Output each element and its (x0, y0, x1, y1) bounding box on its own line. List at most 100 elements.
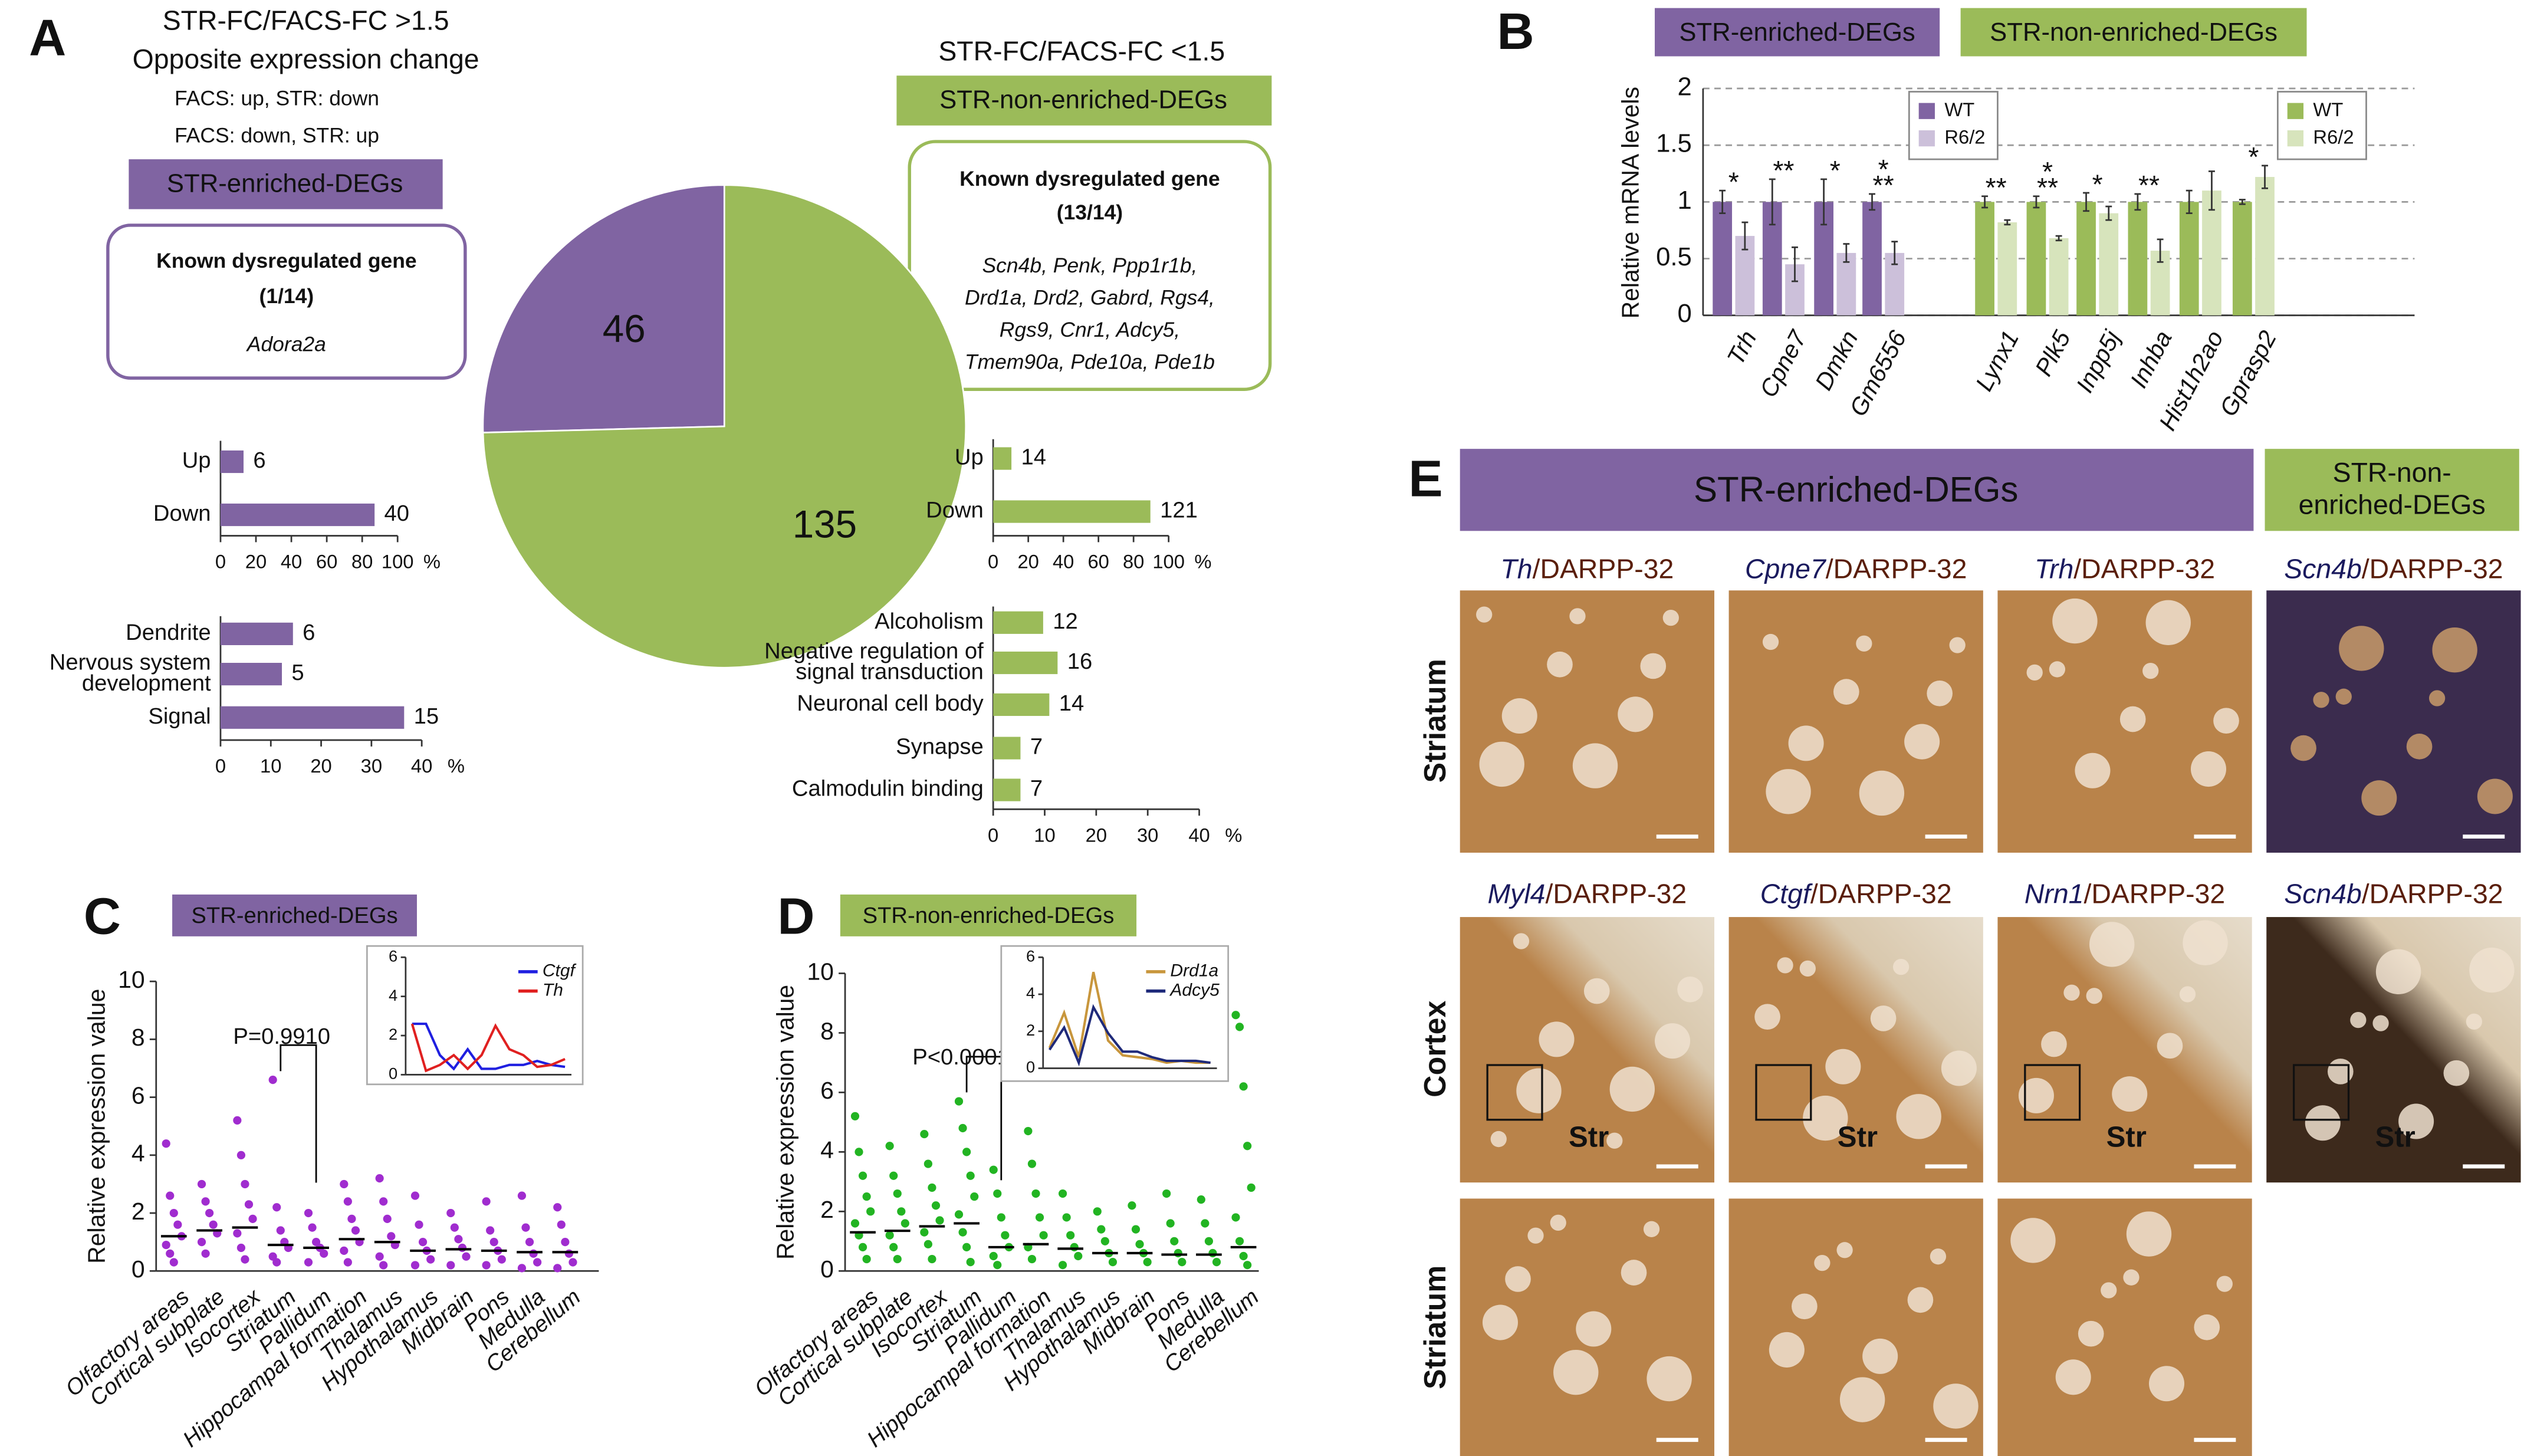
image-texture (1547, 651, 1573, 678)
caption-marker: /DARPP-32 (1810, 879, 1952, 909)
image-texture (2477, 778, 2513, 814)
image-texture (2290, 735, 2316, 761)
data-point (885, 1142, 894, 1151)
header-label-line: STR-non- (2333, 457, 2451, 488)
category-label: Signal (148, 704, 211, 729)
data-point (517, 1264, 527, 1273)
image-texture (1550, 1214, 1566, 1231)
image-texture (2089, 922, 2135, 967)
data-point (197, 1179, 206, 1189)
image-texture (1621, 1260, 1647, 1286)
image-texture (2055, 1359, 2091, 1395)
data-point (564, 1249, 574, 1258)
data-point (993, 1261, 1002, 1270)
data-point (166, 1249, 175, 1258)
image-texture (1941, 1050, 1977, 1086)
pie-label: 46 (603, 307, 646, 350)
image-texture (1655, 1023, 1691, 1059)
x-unit: % (1225, 824, 1242, 846)
legend-label: Th (543, 980, 563, 1000)
tag (172, 894, 417, 936)
image-texture (1870, 1005, 1897, 1031)
data-point (410, 1191, 420, 1200)
error-bar (1719, 189, 1726, 214)
count-label: 40 (384, 501, 409, 526)
data-point (248, 1214, 257, 1223)
data-point (1027, 1159, 1037, 1168)
count-label: 6 (253, 448, 265, 473)
data-point (1070, 1243, 1079, 1251)
y-tick-label: 4 (389, 986, 397, 1004)
panel-letter: A (29, 9, 66, 67)
image-texture (2432, 627, 2477, 673)
data-point (375, 1252, 384, 1261)
data-point (415, 1220, 423, 1229)
x-tick-label: 100 (1152, 551, 1185, 573)
image-texture (1769, 1332, 1805, 1368)
micrograph (1728, 1198, 1983, 1456)
data-point (209, 1220, 218, 1229)
category-label: Alcoholism (875, 609, 984, 634)
legend-swatch (1918, 130, 1935, 147)
data-point (928, 1254, 936, 1264)
bar (993, 737, 1021, 760)
data-point (962, 1243, 971, 1251)
data-point (236, 1243, 245, 1253)
data-point (169, 1258, 178, 1267)
data-point (418, 1238, 428, 1247)
gene-list: Adora2a (246, 333, 326, 356)
x-tick-label: 40 (1188, 824, 1210, 846)
data-point (1093, 1207, 1102, 1216)
image-texture (2305, 1105, 2341, 1141)
header (2265, 449, 2519, 531)
image-texture (2350, 1012, 2367, 1028)
y-tick-label: 0 (1026, 1058, 1035, 1076)
x-tick-label: 20 (1017, 551, 1038, 573)
significance: * (2248, 142, 2259, 172)
data-point (343, 1197, 352, 1206)
data-point (162, 1139, 170, 1148)
data-point (866, 1207, 875, 1216)
tag (896, 75, 1272, 126)
data-point (1231, 1213, 1240, 1222)
bar (2255, 177, 2275, 315)
image-texture (1640, 653, 1667, 679)
data-point (379, 1261, 388, 1270)
image-texture (2469, 947, 2515, 993)
data-point (1074, 1251, 1083, 1261)
data-point (387, 1232, 396, 1241)
data-point (497, 1255, 506, 1264)
y-tick-label: 8 (820, 1017, 834, 1044)
category-label: Cpne7 (1754, 325, 1812, 402)
caption-marker: /DARPP-32 (1533, 554, 1674, 584)
data-point (1097, 1225, 1106, 1234)
y-tick-label: 4 (132, 1140, 145, 1167)
image-texture (1836, 1242, 1853, 1258)
image-texture (2078, 1320, 2104, 1347)
x-tick-label: 0 (215, 551, 226, 573)
micrograph (1728, 917, 1983, 1183)
data-point (966, 1258, 975, 1267)
image-texture (2119, 706, 2146, 732)
category-label: Down (153, 501, 211, 526)
image-texture (2179, 986, 2196, 1003)
data-point (454, 1235, 463, 1244)
caption-gene: Nrn1 (2025, 879, 2084, 909)
data-point (924, 1240, 932, 1248)
image-texture (1927, 681, 1953, 706)
micrograph (1460, 917, 1715, 1183)
data-point (197, 1238, 206, 1247)
data-point (462, 1252, 471, 1261)
x-tick-label: 40 (281, 551, 302, 573)
y-tick-label: 2 (1026, 1021, 1035, 1039)
image-texture (2194, 1314, 2220, 1340)
data-point (858, 1243, 867, 1251)
header-label: STR-non-enriched-DEGs (2299, 457, 2486, 520)
x-tick-label: 10 (260, 755, 281, 777)
data-point (1170, 1237, 1179, 1245)
count-label: 14 (1059, 691, 1084, 716)
image-texture (2123, 1269, 2140, 1286)
data-point (1024, 1126, 1033, 1136)
y-tick-label: 0 (1678, 299, 1692, 328)
